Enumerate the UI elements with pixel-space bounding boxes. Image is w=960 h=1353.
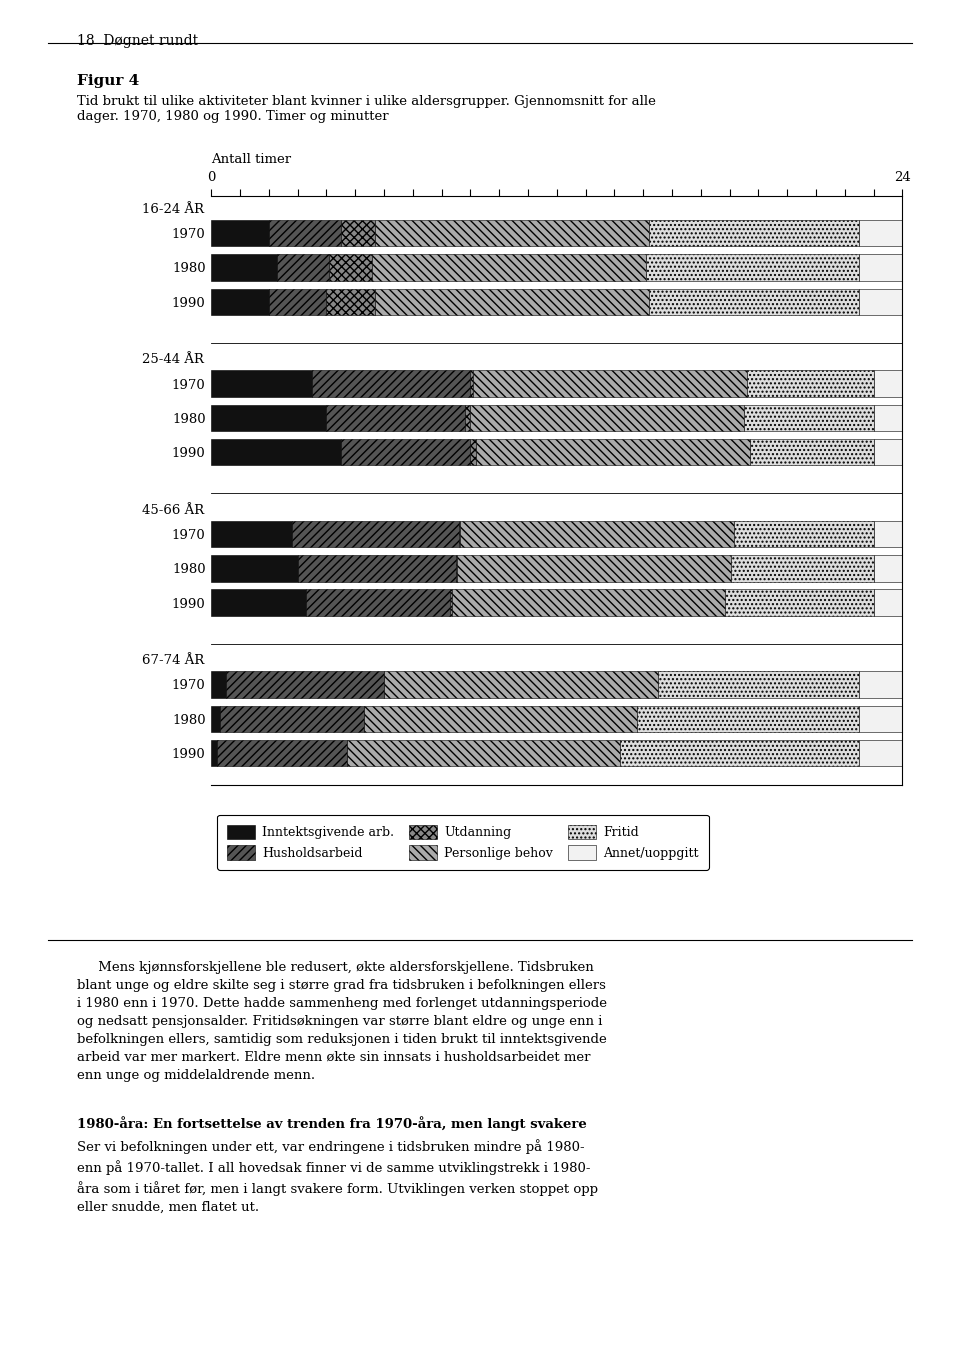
Bar (859, 671, 902, 698)
Bar (874, 371, 902, 396)
X-axis label: Antall timer: Antall timer (211, 153, 291, 166)
Bar (211, 555, 298, 582)
Bar (211, 590, 306, 616)
Bar (364, 705, 637, 732)
Bar (658, 671, 859, 698)
Text: Tid brukt til ulike aktiviteter blant kvinner i ulike aldersgrupper. Gjennomsnit: Tid brukt til ulike aktiviteter blant kv… (77, 95, 656, 123)
Bar (292, 521, 459, 547)
Bar (458, 555, 732, 582)
Bar (329, 254, 372, 280)
Bar (859, 221, 902, 246)
Bar (470, 438, 476, 465)
Bar (269, 221, 341, 246)
Bar (859, 705, 902, 732)
Bar (637, 705, 859, 732)
Bar (277, 254, 329, 280)
Bar (217, 740, 347, 766)
Bar (326, 405, 465, 432)
Bar (459, 521, 461, 547)
Bar (375, 288, 649, 315)
Bar (341, 221, 375, 246)
Bar (347, 740, 620, 766)
Text: Mens kjønnsforskjellene ble redusert, økte aldersforskjellene. Tidsbruken
blant : Mens kjønnsforskjellene ble redusert, øk… (77, 961, 607, 1081)
Bar (620, 740, 859, 766)
Bar (306, 590, 450, 616)
Bar (384, 671, 658, 698)
Bar (456, 555, 457, 582)
Text: 45-66 ÅR: 45-66 ÅR (142, 503, 204, 517)
Bar (734, 521, 874, 547)
Bar (732, 555, 874, 582)
Bar (874, 405, 902, 432)
Bar (375, 221, 649, 246)
Bar (312, 371, 470, 396)
Bar (211, 254, 277, 280)
Bar (211, 671, 226, 698)
Bar (211, 740, 217, 766)
Bar (452, 590, 726, 616)
Bar (649, 221, 859, 246)
Bar (326, 288, 375, 315)
Bar (646, 254, 859, 280)
Text: 16-24 ÅR: 16-24 ÅR (142, 203, 204, 215)
Text: Ser vi befolkningen under ett, var endringene i tidsbruken mindre på 1980-
enn p: Ser vi befolkningen under ett, var endri… (77, 1139, 598, 1214)
Bar (726, 590, 874, 616)
Bar (450, 590, 451, 616)
Bar (874, 438, 902, 465)
Bar (874, 521, 902, 547)
Bar (211, 438, 341, 465)
Bar (750, 438, 874, 465)
Bar (372, 254, 646, 280)
Bar (859, 288, 902, 315)
Bar (226, 671, 384, 698)
Bar (744, 405, 874, 432)
Text: 1980-åra: En fortsettelse av trenden fra 1970-åra, men langt svakere: 1980-åra: En fortsettelse av trenden fra… (77, 1116, 587, 1131)
Bar (473, 371, 747, 396)
Bar (269, 288, 326, 315)
Bar (461, 521, 733, 547)
Bar (298, 555, 456, 582)
Bar (476, 438, 750, 465)
Bar (470, 371, 473, 396)
Bar (859, 254, 902, 280)
Bar (874, 590, 902, 616)
Bar (470, 405, 744, 432)
Text: 67-74 ÅR: 67-74 ÅR (142, 653, 204, 667)
Legend: Inntektsgivende arb., Husholdsarbeid, Utdanning, Personlige behov, Fritid, Annet: Inntektsgivende arb., Husholdsarbeid, Ut… (218, 815, 708, 870)
Bar (341, 438, 470, 465)
Bar (649, 288, 859, 315)
Bar (747, 371, 874, 396)
Text: 25-44 ÅR: 25-44 ÅR (142, 353, 204, 367)
Text: Figur 4: Figur 4 (77, 74, 139, 88)
Bar (211, 405, 326, 432)
Bar (211, 521, 292, 547)
Bar (211, 288, 269, 315)
Bar (465, 405, 470, 432)
Bar (859, 740, 902, 766)
Text: 18  Døgnet rundt: 18 Døgnet rundt (77, 34, 198, 47)
Bar (211, 371, 312, 396)
Bar (874, 555, 902, 582)
Bar (211, 221, 269, 246)
Bar (211, 705, 220, 732)
Bar (220, 705, 364, 732)
